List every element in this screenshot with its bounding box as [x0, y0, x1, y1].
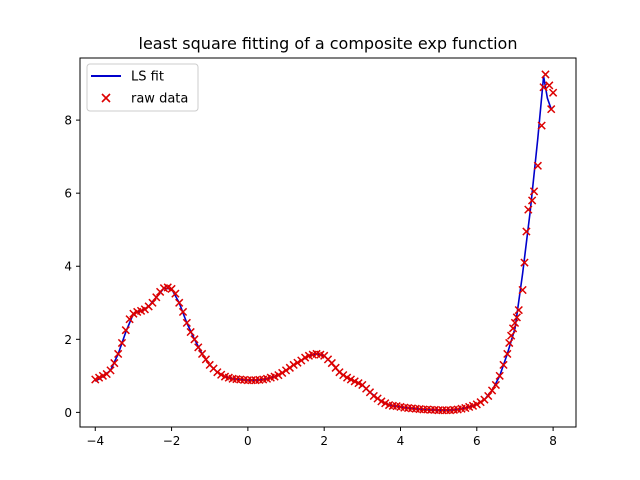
x-axis: −4 −2 0 2 4 6 8 — [86, 427, 557, 448]
x-tick-label: 6 — [473, 434, 481, 448]
data-point-raw — [548, 88, 558, 97]
chart-title: least square fitting of a composite exp … — [139, 34, 518, 53]
y-tick-label: 0 — [64, 406, 72, 420]
y-tick-label: 2 — [64, 333, 72, 347]
y-tick-label: 6 — [64, 187, 72, 201]
data-point-raw — [106, 366, 115, 375]
x-tick-label: 8 — [549, 434, 557, 448]
data-point-raw — [510, 318, 520, 328]
data-point-raw — [533, 161, 542, 170]
data-point-raw — [175, 298, 184, 307]
data-point-raw — [339, 370, 348, 380]
x-tick-label: 4 — [397, 434, 405, 448]
y-tick-label: 8 — [64, 114, 72, 128]
data-point-raw — [507, 331, 516, 340]
data-point-raw — [537, 121, 546, 130]
data-point-raw — [487, 386, 497, 395]
data-point-raw — [503, 349, 512, 359]
x-tick-label: −2 — [163, 434, 181, 448]
data-point-raw — [547, 105, 556, 114]
data-point-raw — [499, 360, 508, 370]
data-point-raw — [476, 398, 485, 407]
data-point-raw — [178, 307, 188, 317]
data-point-raw — [539, 83, 548, 92]
data-point-raw — [194, 343, 203, 352]
data-point-raw — [512, 313, 521, 322]
data-point-raw — [369, 391, 378, 401]
data-point-raw — [505, 338, 514, 348]
data-point-raw — [182, 318, 191, 328]
plot-area — [91, 70, 558, 415]
data-point-raw — [514, 305, 523, 315]
data-point-raw — [529, 187, 539, 196]
legend: LS fit raw data — [86, 63, 199, 112]
data-point-raw — [522, 227, 531, 236]
x-tick-label: 2 — [320, 434, 328, 448]
data-point-raw — [278, 368, 287, 378]
y-axis: 0 2 4 6 8 — [64, 114, 80, 420]
legend-label-ls-fit: LS fit — [131, 70, 164, 85]
data-point-raw — [293, 358, 302, 367]
data-point-raw — [518, 285, 527, 295]
y-tick-label: 4 — [64, 260, 72, 274]
data-point-raw — [472, 400, 481, 409]
data-point-raw — [520, 258, 529, 267]
data-point-raw — [117, 338, 127, 348]
x-tick-label: −4 — [86, 434, 104, 448]
data-point-raw — [527, 196, 537, 205]
data-point-raw — [201, 355, 211, 364]
data-point-raw — [491, 380, 501, 390]
data-point-raw — [541, 70, 550, 79]
data-point-raw — [289, 360, 298, 370]
data-point-raw — [125, 315, 134, 324]
data-point-raw — [171, 289, 180, 298]
legend-marker-x — [101, 93, 111, 103]
data-point-raw — [197, 349, 207, 359]
data-point-raw — [148, 298, 157, 307]
plot-frame — [79, 57, 577, 428]
data-point-raw — [281, 366, 291, 375]
data-point-raw — [121, 326, 130, 335]
data-point-raw — [114, 349, 123, 359]
data-point-raw — [484, 391, 493, 401]
data-point-raw — [110, 358, 119, 368]
legend-label-raw-data: raw data — [131, 92, 188, 107]
data-point-raw — [495, 371, 504, 380]
x-tick-label: 0 — [244, 434, 252, 448]
data-point-raw — [545, 81, 554, 90]
data-point-raw — [186, 327, 195, 337]
legend-swatch-raw-data — [101, 93, 111, 103]
data-point-raw — [190, 335, 199, 344]
data-point-raw — [213, 368, 222, 377]
data-point-raw — [274, 370, 283, 380]
data-point-raw — [508, 324, 518, 333]
data-point-raw — [524, 205, 533, 214]
data-point-raw — [152, 293, 161, 302]
